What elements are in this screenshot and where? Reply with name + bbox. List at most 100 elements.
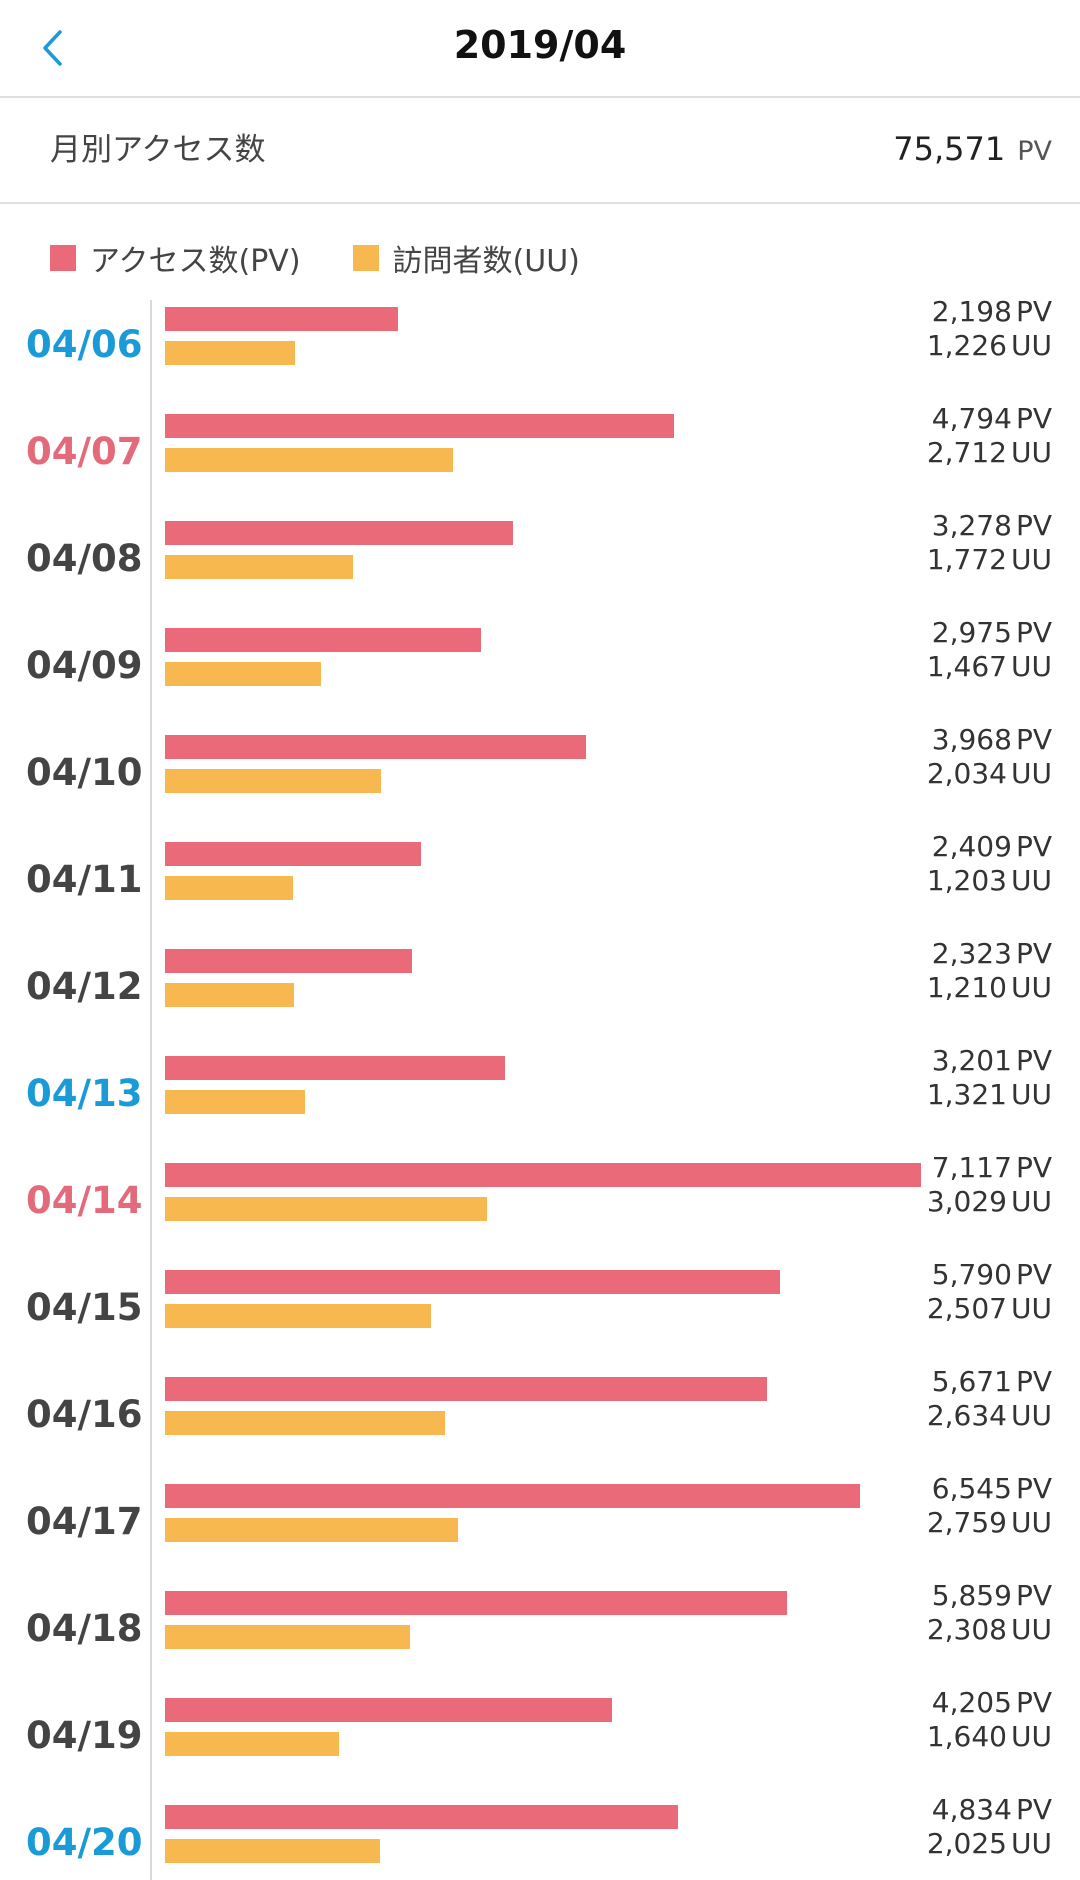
- pv-value: 3,201: [931, 1044, 1012, 1077]
- pv-value-label: 2,323 PV: [932, 937, 1052, 971]
- pv-value-label: 2,409 PV: [932, 830, 1052, 864]
- uu-value-label: 1,772 UU: [927, 543, 1052, 577]
- pv-bar: [165, 1805, 678, 1829]
- uu-bar: [165, 1625, 410, 1649]
- pv-value: 7,117: [931, 1151, 1012, 1184]
- back-button[interactable]: [30, 18, 74, 78]
- uu-value-label: 1,321 UU: [927, 1078, 1052, 1112]
- date-label: 04/16: [26, 1393, 143, 1436]
- chart-row-04-18[interactable]: 04/18 5,859 PV 2,308 UU: [0, 1579, 1080, 1698]
- legend-pv-swatch: [50, 245, 76, 271]
- uu-unit: UU: [1011, 971, 1052, 1004]
- uu-unit: UU: [1011, 1292, 1052, 1325]
- date-label: 04/12: [26, 965, 143, 1008]
- pv-unit: PV: [1015, 937, 1052, 970]
- uu-value-label: 2,034 UU: [927, 757, 1052, 791]
- pv-unit: PV: [1015, 402, 1052, 435]
- summary-label: 月別アクセス数: [50, 132, 266, 168]
- chart-row-04-06[interactable]: 04/06 2,198 PV 1,226 UU: [0, 300, 1080, 414]
- pv-unit: PV: [1015, 1472, 1052, 1505]
- pv-bar: [165, 1270, 780, 1294]
- pv-bar: [165, 1484, 860, 1508]
- pv-unit: PV: [1015, 1686, 1052, 1719]
- uu-value: 1,772: [926, 543, 1007, 576]
- uu-unit: UU: [1011, 1399, 1052, 1432]
- pv-unit: PV: [1015, 1258, 1052, 1291]
- date-label: 04/20: [26, 1821, 143, 1864]
- chart-row-04-20[interactable]: 04/20 4,834 PV 2,025 UU: [0, 1793, 1080, 1880]
- pv-unit: PV: [1015, 300, 1052, 328]
- chart-row-04-12[interactable]: 04/12 2,323 PV 1,210 UU: [0, 937, 1080, 1056]
- date-label: 04/10: [26, 751, 143, 794]
- chart-row-04-14[interactable]: 04/14 7,117 PV 3,029 UU: [0, 1151, 1080, 1270]
- pv-bar: [165, 307, 398, 331]
- chart-row-04-08[interactable]: 04/08 3,278 PV 1,772 UU: [0, 509, 1080, 628]
- pv-value-label: 2,198 PV: [932, 300, 1052, 329]
- uu-bar: [165, 1518, 458, 1542]
- uu-value-label: 2,507 UU: [927, 1292, 1052, 1326]
- uu-unit: UU: [1011, 864, 1052, 897]
- uu-bar: [165, 1732, 339, 1756]
- pv-value: 3,968: [931, 723, 1012, 756]
- uu-value: 1,640: [926, 1720, 1007, 1753]
- date-label: 04/19: [26, 1714, 143, 1757]
- chevron-left-icon: [43, 30, 62, 66]
- chart-row-04-07[interactable]: 04/07 4,794 PV 2,712 UU: [0, 402, 1080, 521]
- chart-row-04-15[interactable]: 04/15 5,790 PV 2,507 UU: [0, 1258, 1080, 1377]
- uu-unit: UU: [1011, 1827, 1052, 1860]
- pv-bar: [165, 949, 412, 973]
- uu-value: 1,203: [926, 864, 1007, 897]
- pv-value-label: 4,834 PV: [932, 1793, 1052, 1827]
- pv-unit: PV: [1015, 723, 1052, 756]
- pv-value-label: 3,201 PV: [932, 1044, 1052, 1078]
- uu-value: 3,029: [926, 1185, 1007, 1218]
- daily-bar-chart[interactable]: 04/06 2,198 PV 1,226 UU 04/07 4,794 PV 2,712 UU 04…: [0, 300, 1080, 1880]
- pv-bar: [165, 414, 674, 438]
- uu-unit: UU: [1011, 650, 1052, 683]
- pv-value: 2,975: [931, 616, 1012, 649]
- pv-value: 2,323: [931, 937, 1012, 970]
- uu-value-label: 1,226 UU: [927, 329, 1052, 363]
- uu-value-label: 1,203 UU: [927, 864, 1052, 898]
- date-label: 04/09: [26, 644, 143, 687]
- uu-bar: [165, 662, 321, 686]
- pv-bar: [165, 521, 513, 545]
- uu-unit: UU: [1011, 1613, 1052, 1646]
- date-label: 04/18: [26, 1607, 143, 1650]
- uu-value-label: 2,308 UU: [927, 1613, 1052, 1647]
- pv-value-label: 3,968 PV: [932, 723, 1052, 757]
- uu-value: 1,467: [926, 650, 1007, 683]
- uu-value: 1,210: [926, 971, 1007, 1004]
- pv-bar: [165, 735, 586, 759]
- pv-value-label: 5,859 PV: [932, 1579, 1052, 1613]
- pv-unit: PV: [1015, 830, 1052, 863]
- chart-legend: アクセス数(PV) 訪問者数(UU): [50, 236, 632, 280]
- pv-bar: [165, 1698, 612, 1722]
- date-label: 04/11: [26, 858, 143, 901]
- pv-value: 5,859: [931, 1579, 1012, 1612]
- pv-value: 6,545: [931, 1472, 1012, 1505]
- uu-unit: UU: [1011, 1078, 1052, 1111]
- pv-value: 3,278: [931, 509, 1012, 542]
- pv-value-label: 4,205 PV: [932, 1686, 1052, 1720]
- chart-row-04-11[interactable]: 04/11 2,409 PV 1,203 UU: [0, 830, 1080, 949]
- uu-value-label: 2,759 UU: [927, 1506, 1052, 1540]
- chart-row-04-10[interactable]: 04/10 3,968 PV 2,034 UU: [0, 723, 1080, 842]
- pv-bar: [165, 1377, 767, 1401]
- chart-row-04-17[interactable]: 04/17 6,545 PV 2,759 UU: [0, 1472, 1080, 1591]
- chart-row-04-13[interactable]: 04/13 3,201 PV 1,321 UU: [0, 1044, 1080, 1163]
- pv-value: 4,205: [931, 1686, 1012, 1719]
- chart-row-04-16[interactable]: 04/16 5,671 PV 2,634 UU: [0, 1365, 1080, 1484]
- uu-bar: [165, 1197, 487, 1221]
- legend-uu: 訪問者数(UU): [352, 236, 580, 280]
- pv-value: 2,409: [931, 830, 1012, 863]
- uu-value-label: 1,640 UU: [927, 1720, 1052, 1754]
- chart-row-04-09[interactable]: 04/09 2,975 PV 1,467 UU: [0, 616, 1080, 735]
- date-label: 04/15: [26, 1286, 143, 1329]
- date-label: 04/08: [26, 537, 143, 580]
- date-label: 04/13: [26, 1072, 143, 1115]
- uu-value-label: 1,210 UU: [927, 971, 1052, 1005]
- pv-bar: [165, 1591, 787, 1615]
- monthly-summary: 月別アクセス数 75,571 PV: [0, 98, 1080, 204]
- chart-row-04-19[interactable]: 04/19 4,205 PV 1,640 UU: [0, 1686, 1080, 1805]
